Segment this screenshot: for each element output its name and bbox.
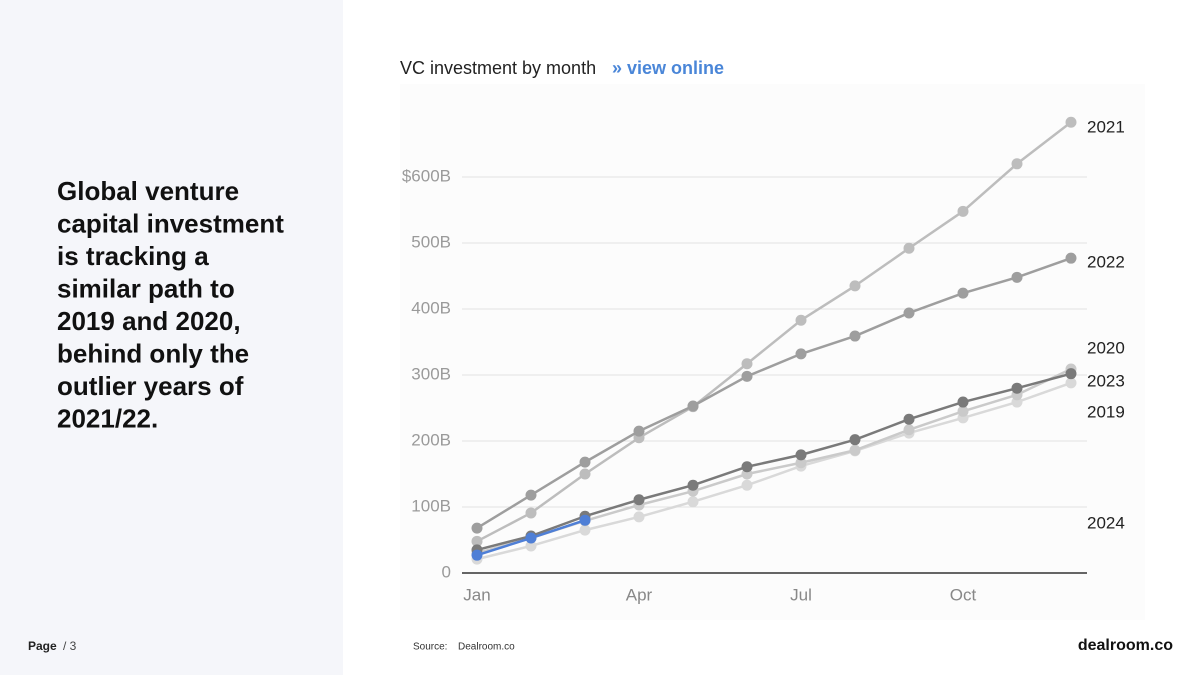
point [957, 287, 969, 299]
headline-line: 2019 and 2020, [57, 306, 241, 336]
x-tick-label: Jan [463, 585, 490, 604]
point [1011, 382, 1023, 394]
point [687, 400, 699, 412]
point [525, 532, 537, 544]
point [579, 524, 591, 536]
point [903, 242, 915, 254]
point [633, 494, 645, 506]
point [741, 479, 753, 491]
source: Dealroom.co [458, 642, 515, 653]
page-number: / 3 [63, 639, 77, 653]
series-label: 2019 [1087, 402, 1125, 421]
series-line [476, 121, 1072, 543]
point [849, 434, 861, 446]
point [1065, 116, 1077, 128]
x-tick-label: Apr [626, 585, 653, 604]
point [849, 330, 861, 342]
point [1065, 368, 1077, 380]
point [471, 535, 483, 547]
point [471, 549, 483, 561]
headline-line: is tracking a [57, 241, 209, 271]
x-tick-label: Jul [790, 585, 812, 604]
y-tick-label: 100B [411, 496, 451, 515]
series-line [476, 372, 1072, 552]
headline-line: Global venture [57, 176, 239, 206]
point [1065, 377, 1077, 389]
series-label: 2020 [1087, 338, 1125, 357]
point [957, 396, 969, 408]
point [471, 522, 483, 534]
y-tick-label: $600B [402, 166, 451, 185]
y-tick-label: 400B [411, 298, 451, 317]
headline-line: behind only the [57, 338, 249, 368]
headline-line: 2021/22. [57, 403, 158, 433]
point [1011, 271, 1023, 283]
series-label: 2021 [1087, 117, 1125, 136]
point [795, 348, 807, 360]
page-label: Page [28, 639, 57, 653]
point [903, 307, 915, 319]
series-label: 2023 [1087, 371, 1125, 390]
source-label: Source: [413, 642, 447, 653]
logo: dealroom.co [1078, 637, 1173, 654]
chart-title: VC investment by month [400, 58, 596, 78]
y-tick-label: 500B [411, 232, 451, 251]
point [1065, 252, 1077, 264]
headline-line: capital investment [57, 208, 284, 238]
side-panel [0, 0, 343, 675]
point [741, 358, 753, 370]
point [903, 424, 915, 436]
point [633, 425, 645, 437]
point [525, 540, 537, 552]
series-line [476, 381, 1072, 561]
point [525, 507, 537, 519]
headline-line: outlier years of [57, 371, 244, 401]
chart-panel [400, 84, 1145, 620]
series-label: 2024 [1087, 513, 1125, 532]
point [741, 370, 753, 382]
point [579, 456, 591, 468]
y-tick-label: 300B [411, 364, 451, 383]
point [795, 449, 807, 461]
point [687, 496, 699, 508]
point [741, 461, 753, 473]
y-tick-label: 200B [411, 430, 451, 449]
point [579, 514, 591, 526]
point [579, 468, 591, 480]
point [1011, 158, 1023, 170]
x-tick-label: Oct [950, 585, 977, 604]
point [957, 205, 969, 217]
series-label: 2022 [1087, 252, 1125, 271]
point [795, 314, 807, 326]
point [525, 489, 537, 501]
headline-line: similar path to [57, 273, 235, 303]
view-online-link[interactable]: » view online [612, 58, 724, 78]
point [903, 413, 915, 425]
point [957, 405, 969, 417]
point [849, 444, 861, 456]
point [633, 511, 645, 523]
series-line [476, 257, 1072, 530]
point [795, 457, 807, 469]
point [849, 280, 861, 292]
y-tick-label: 0 [442, 562, 451, 581]
point [687, 479, 699, 491]
